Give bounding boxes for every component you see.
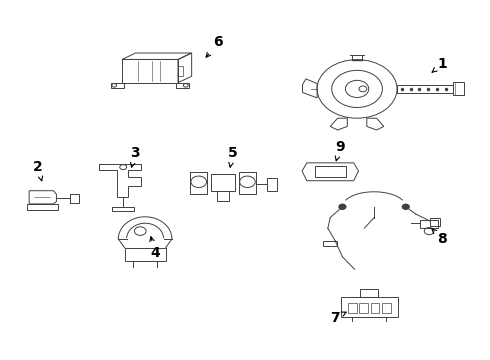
- Bar: [420, 220, 438, 228]
- Bar: [112, 207, 134, 211]
- Bar: [341, 297, 397, 317]
- Text: 4: 4: [150, 237, 160, 260]
- Text: 2: 2: [33, 161, 43, 181]
- Bar: [323, 241, 337, 246]
- Text: 9: 9: [335, 140, 345, 161]
- Circle shape: [339, 204, 346, 209]
- Bar: [175, 83, 189, 88]
- Text: 8: 8: [432, 229, 447, 246]
- Text: 3: 3: [130, 146, 140, 167]
- Bar: [359, 303, 368, 313]
- Text: 5: 5: [228, 146, 238, 167]
- Bar: [211, 174, 235, 192]
- Bar: [348, 303, 357, 313]
- Bar: [178, 66, 183, 76]
- Bar: [371, 303, 379, 313]
- Bar: [217, 192, 229, 201]
- Bar: [453, 82, 464, 95]
- Bar: [124, 248, 166, 261]
- Text: 1: 1: [432, 57, 447, 72]
- Bar: [382, 303, 391, 313]
- Circle shape: [402, 204, 409, 209]
- Text: 6: 6: [206, 36, 223, 57]
- Text: 7: 7: [330, 311, 346, 324]
- Bar: [111, 83, 124, 88]
- Bar: [315, 166, 346, 177]
- Bar: [397, 85, 453, 93]
- Bar: [361, 289, 378, 297]
